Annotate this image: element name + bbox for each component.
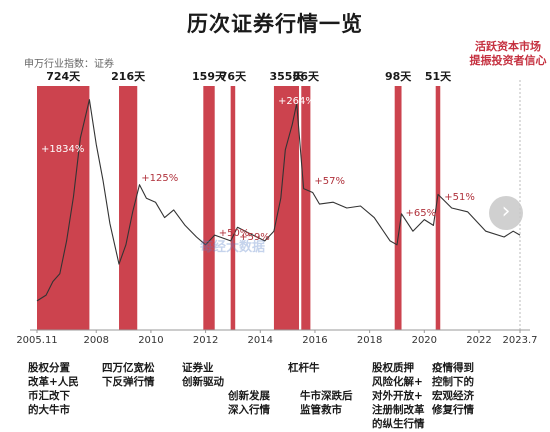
rally-gain-label: +1834% [41,144,84,155]
rally-description: 四万亿宽松下反弹行情 [102,361,155,389]
rally-gain-label: +57% [314,176,345,187]
x-tick-label: 2005.11 [16,335,57,346]
x-tick-label: 2022 [466,335,491,346]
rally-description-line: 四万亿宽松 [102,362,155,374]
rally-description-line: 监管救市 [300,404,342,416]
rally-description-line: 风险化解+ [372,376,423,388]
rally-description-line: 宏观经济 [432,390,474,402]
rally-description-line: 控制下的 [432,376,474,388]
rally-description-line: 改革+人民 [28,376,79,388]
x-tick-label: 2014 [248,335,273,346]
chevron-right-icon: › [501,198,511,224]
rally-description-line: 股权分置 [28,362,70,374]
rally-description: 创新发展 深入行情 [228,389,270,417]
rally-description-line: 的大牛市 [28,404,70,416]
rally-description-line: 股权质押 [372,362,414,374]
rally-duration-label: 86天 [293,70,320,83]
x-tick-label: 2023.7 [503,335,538,346]
rally-description-line: 修复行情 [432,404,474,416]
rally-description-line: 的纵生行情 [372,418,425,430]
rally-duration-label: 724天 [46,70,81,83]
next-slide-button[interactable]: › [489,196,523,230]
watermark-text: 每经大数据 [200,240,266,255]
x-tick-label: 2012 [193,335,218,346]
rally-description-line: 创新驱动 [182,376,224,388]
rally-band [273,86,300,330]
rally-duration-label: 159天 [192,70,227,83]
x-tick-label: 2008 [84,335,109,346]
chart-title: 历次证券行情一览 [187,12,363,36]
rally-description: 股权质押风险化解+ 对外开放+ 注册制改革的纵生行情 [372,361,425,431]
rally-description-line: 创新发展 [228,390,270,402]
rally-description-line: 证券业 [182,362,214,374]
index-line [36,99,521,302]
rally-band [435,86,441,330]
policy-banner: 活跃资本市场 提振投资者信心 [468,40,548,68]
x-tick-label: 2018 [357,335,382,346]
rally-description: 杠杆牛 [288,361,320,375]
rally-band [230,86,236,330]
x-tick-label: 2016 [302,335,327,346]
rally-gain-label: +59% [239,232,270,243]
rally-gain-label: +50% [219,228,250,239]
rally-band [119,86,138,330]
rally-gain-label: +51% [444,192,475,203]
rally-duration-label: 216天 [111,70,146,83]
rally-gain-label: +125% [141,173,178,184]
rally-description: 牛市深跌后 监管救市 [300,389,353,417]
rally-duration-label: 76天 [220,70,247,83]
rally-gain-label: +65% [406,208,437,219]
rally-duration-label: 98天 [385,70,412,83]
rally-description-line: 币汇改下 [28,390,70,402]
rally-band [203,86,215,330]
rally-band [394,86,402,330]
rally-duration-label: 355天 [269,70,304,83]
x-tick-label: 2020 [412,335,437,346]
rally-description-line: 杠杆牛 [288,362,320,374]
rally-description: 证券业 创新驱动 [182,361,224,389]
banner-line: 提振投资者信心 [469,54,547,67]
rally-description-line: 深入行情 [228,404,270,416]
rally-duration-label: 51天 [425,70,452,83]
rally-description-line: 下反弹行情 [102,376,155,388]
rally-description: 疫情得到控制下的宏观经济修复行情 [432,361,474,417]
rally-description-line: 注册制改革 [372,404,425,416]
rally-description-line: 疫情得到 [432,362,474,374]
index-note: 申万行业指数：证券 [24,59,114,70]
rally-description: 股权分置改革+人民币汇改下的大牛市 [28,361,79,417]
rally-description-line: 对外开放+ [372,390,423,402]
rally-description-line: 牛市深跌后 [300,390,353,402]
rally-band [37,86,90,330]
x-tick-label: 2010 [138,335,163,346]
banner-line: 活跃资本市场 [475,40,541,53]
rally-gain-label: +264% [278,96,315,107]
rally-band [301,86,311,330]
